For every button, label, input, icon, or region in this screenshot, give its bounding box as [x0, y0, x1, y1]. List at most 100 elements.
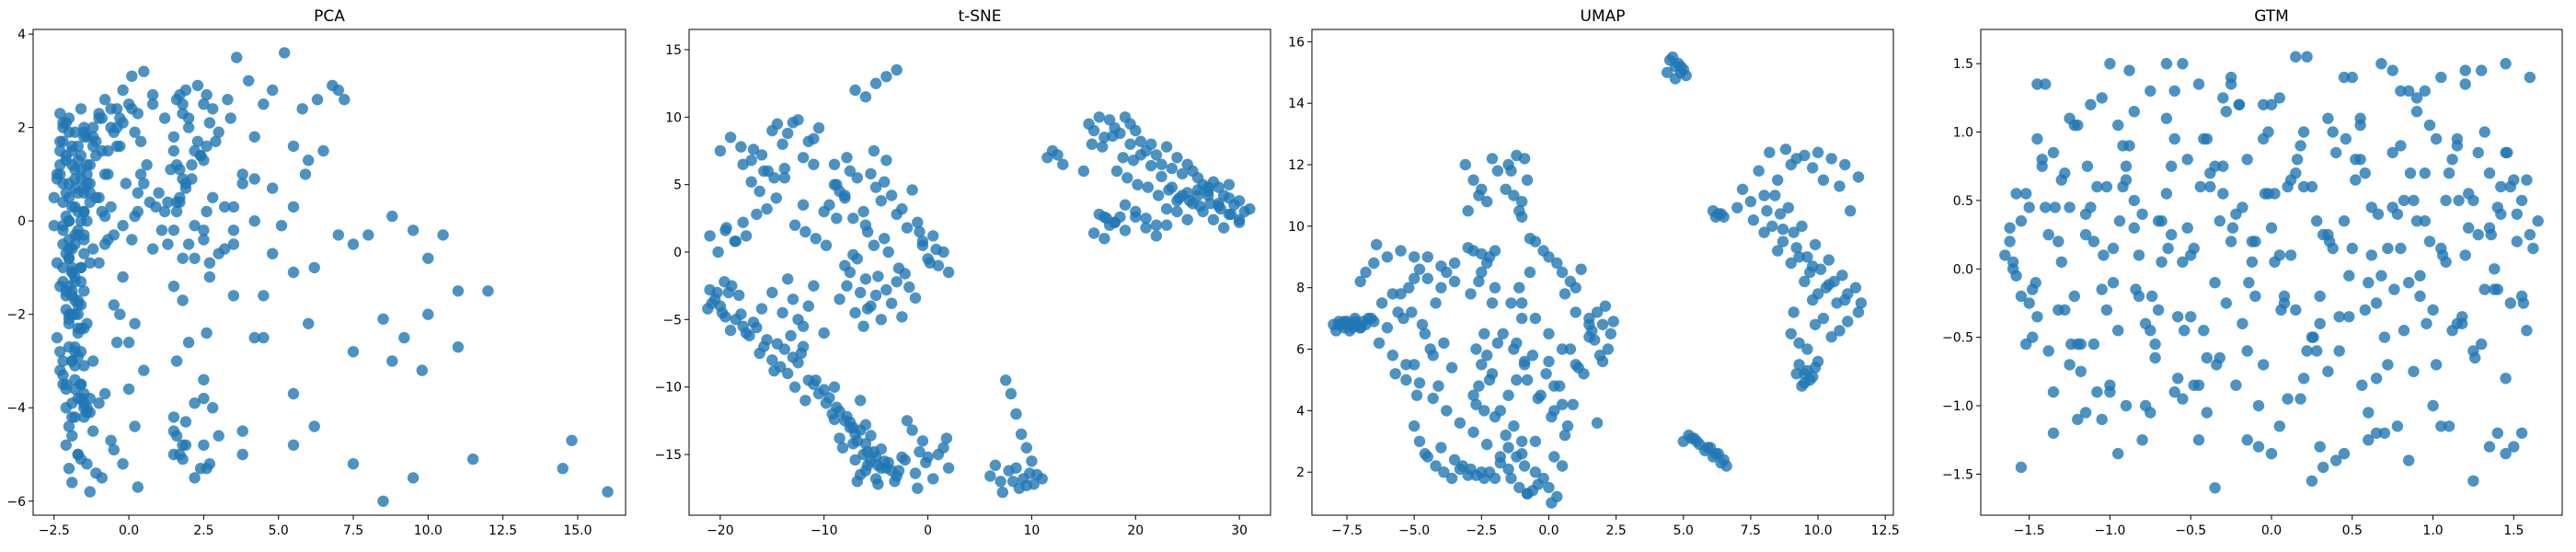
- tsne-point: [922, 451, 934, 464]
- tsne-point: [849, 306, 861, 319]
- umap-point: [1736, 183, 1749, 195]
- pca-point: [86, 355, 99, 367]
- gtm-point: [2098, 249, 2110, 261]
- gtm-point: [2230, 379, 2242, 391]
- pca-point: [72, 187, 85, 199]
- gtm-point: [2403, 85, 2415, 98]
- tsne-point: [1171, 152, 1183, 164]
- tsne-point: [865, 167, 877, 180]
- gtm-point: [2521, 174, 2533, 186]
- pca-point: [93, 257, 105, 269]
- gtm-x-tick-label: 0.0: [2261, 523, 2282, 538]
- gtm-point: [2010, 188, 2022, 200]
- pca-point: [122, 337, 135, 349]
- gtm-point: [2166, 228, 2178, 241]
- gtm-point: [2112, 325, 2124, 337]
- umap-point: [1777, 224, 1789, 236]
- tsne-point: [795, 347, 808, 360]
- tsne-point: [891, 63, 903, 76]
- umap-point: [1753, 165, 1765, 177]
- gtm-point: [2459, 249, 2471, 261]
- gtm-point: [2042, 345, 2054, 357]
- gtm-point: [2491, 201, 2503, 213]
- tsne-point: [1130, 211, 1142, 224]
- umap-point: [1807, 293, 1819, 306]
- gtm-point: [2314, 441, 2326, 453]
- umap-point: [1524, 233, 1536, 245]
- gtm-point: [2343, 311, 2355, 323]
- umap-point: [1448, 454, 1461, 466]
- gtm-point: [2085, 201, 2097, 213]
- pca-points: [48, 47, 614, 507]
- gtm-point: [2440, 194, 2452, 207]
- umap-point: [1476, 266, 1488, 279]
- umap-title: UMAP: [1581, 7, 1626, 26]
- tsne-point: [1176, 190, 1189, 201]
- pca-point: [167, 144, 180, 157]
- pca-point: [287, 439, 300, 451]
- pca-point: [219, 243, 231, 255]
- umap-point: [1473, 275, 1485, 288]
- tsne-point: [1087, 124, 1100, 137]
- gtm-point: [2128, 106, 2140, 118]
- umap-point: [1486, 297, 1499, 309]
- pca-point: [317, 144, 329, 157]
- pca-point: [126, 103, 138, 115]
- tsne-point: [849, 84, 861, 97]
- gtm-point: [2064, 201, 2076, 213]
- tsne-point: [782, 367, 794, 380]
- gtm-point: [2483, 441, 2496, 453]
- gtm-point: [2435, 71, 2447, 84]
- pca-point: [227, 201, 240, 213]
- tsne-y-tick-label: 0: [673, 246, 682, 260]
- gtm-point: [2152, 304, 2165, 316]
- tsne-point: [942, 462, 955, 474]
- pca-point: [69, 173, 81, 185]
- tsne-point: [880, 155, 892, 167]
- gtm-point: [2015, 461, 2028, 474]
- tsne-point: [922, 253, 934, 265]
- umap-point: [1788, 306, 1800, 318]
- tsne-point: [745, 176, 757, 188]
- umap-point: [1839, 158, 1851, 171]
- umap-point: [1852, 171, 1865, 183]
- tsne-point: [828, 413, 841, 426]
- pca-point: [162, 238, 174, 250]
- gtm-point: [2030, 277, 2041, 289]
- pca-point: [110, 103, 123, 115]
- gtm-point: [2233, 98, 2246, 111]
- tsne-point: [868, 239, 880, 251]
- pca-point: [179, 439, 192, 451]
- tsne-point: [903, 281, 915, 293]
- gtm-point: [2136, 434, 2148, 446]
- gtm-point: [2527, 242, 2539, 255]
- gtm-point: [2204, 167, 2216, 179]
- tsne-point: [875, 195, 887, 207]
- tsne-point: [1176, 167, 1189, 180]
- tsne-point: [834, 293, 845, 305]
- tsne-point: [901, 222, 914, 234]
- umap-point: [1809, 318, 1822, 330]
- umap-point: [1333, 318, 1345, 330]
- umap-point: [1371, 238, 1383, 251]
- pca-point: [194, 463, 207, 475]
- tsne-point: [720, 222, 732, 234]
- gtm-point: [2133, 249, 2145, 261]
- tsne-point: [1160, 202, 1173, 215]
- umap-point: [1386, 288, 1399, 300]
- gtm-point: [2378, 331, 2391, 343]
- umap-point: [1513, 282, 1525, 293]
- pca-point: [198, 439, 210, 451]
- tsne-point: [799, 395, 811, 407]
- pca-point: [78, 247, 90, 259]
- umap-point: [1421, 251, 1434, 263]
- pca-point: [198, 98, 210, 110]
- gtm-point: [2107, 277, 2120, 289]
- pca-point: [203, 458, 216, 470]
- umap-point: [1790, 368, 1802, 380]
- umap-point: [1546, 410, 1558, 423]
- pca-point: [167, 411, 180, 423]
- pca-point: [210, 135, 222, 147]
- gtm-y-tick-label: −1.0: [1942, 399, 1973, 414]
- gtm-point: [2391, 208, 2404, 220]
